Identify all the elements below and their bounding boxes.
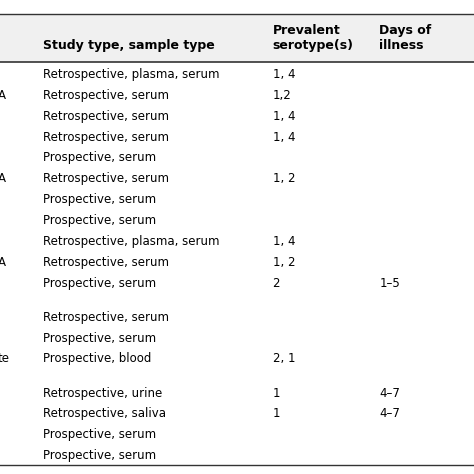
Text: Prevalent
serotype(s): Prevalent serotype(s) [273, 24, 354, 52]
Text: Prospective, serum: Prospective, serum [43, 277, 156, 290]
Text: Prospective, serum: Prospective, serum [43, 449, 156, 462]
Text: Days of
illness: Days of illness [379, 24, 431, 52]
Text: Study type, sample type: Study type, sample type [43, 38, 214, 52]
Text: Prospective, serum: Prospective, serum [43, 193, 156, 206]
Text: te: te [0, 353, 9, 365]
Text: 1,2: 1,2 [273, 89, 292, 102]
Text: A: A [0, 256, 6, 269]
Text: 1: 1 [273, 408, 280, 420]
Text: 1: 1 [273, 387, 280, 400]
Text: Prospective, blood: Prospective, blood [43, 353, 151, 365]
Text: Retrospective, serum: Retrospective, serum [43, 110, 169, 123]
Text: A: A [0, 89, 6, 102]
Text: Prospective, serum: Prospective, serum [43, 152, 156, 164]
Text: 1, 4: 1, 4 [273, 235, 295, 248]
Text: Retrospective, serum: Retrospective, serum [43, 311, 169, 324]
FancyBboxPatch shape [0, 14, 474, 62]
Text: 1, 4: 1, 4 [273, 110, 295, 123]
Text: 1, 4: 1, 4 [273, 68, 295, 81]
Text: Prospective, serum: Prospective, serum [43, 332, 156, 345]
Text: Prospective, serum: Prospective, serum [43, 428, 156, 441]
Text: 1, 2: 1, 2 [273, 173, 295, 185]
Text: Retrospective, serum: Retrospective, serum [43, 89, 169, 102]
Text: 2: 2 [273, 277, 280, 290]
Text: 1–5: 1–5 [379, 277, 400, 290]
Text: Retrospective, saliva: Retrospective, saliva [43, 408, 165, 420]
Text: 1, 2: 1, 2 [273, 256, 295, 269]
Text: Retrospective, plasma, serum: Retrospective, plasma, serum [43, 235, 219, 248]
Text: 1, 4: 1, 4 [273, 131, 295, 144]
Text: A: A [0, 173, 6, 185]
Text: 4–7: 4–7 [379, 387, 400, 400]
Text: Retrospective, urine: Retrospective, urine [43, 387, 162, 400]
Text: 2, 1: 2, 1 [273, 353, 295, 365]
Text: Retrospective, serum: Retrospective, serum [43, 173, 169, 185]
Text: Retrospective, plasma, serum: Retrospective, plasma, serum [43, 68, 219, 81]
Text: Retrospective, serum: Retrospective, serum [43, 256, 169, 269]
Text: 4–7: 4–7 [379, 408, 400, 420]
Text: Prospective, serum: Prospective, serum [43, 214, 156, 227]
Text: Retrospective, serum: Retrospective, serum [43, 131, 169, 144]
